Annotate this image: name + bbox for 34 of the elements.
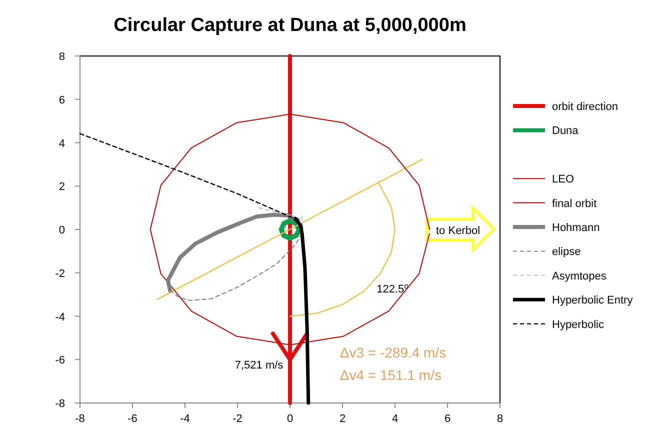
x-tick-label: -8: [75, 413, 85, 425]
legend-label: orbit direction: [552, 101, 618, 113]
chart-title: Circular Capture at Duna at 5,000,000m: [114, 15, 466, 36]
y-tick-label: -8: [55, 398, 65, 410]
x-tick-label: -2: [232, 413, 242, 425]
y-tick-label: 0: [58, 224, 65, 236]
y-tick-label: 6: [58, 94, 65, 106]
annotation: 122.5$^{o}$: [376, 280, 408, 296]
legend-label: LEO: [552, 174, 574, 186]
annotation: to Kerbol: [436, 225, 480, 237]
x-tick-label: 6: [444, 413, 451, 425]
x-tick-label: 8: [496, 413, 504, 425]
x-tick-label: 4: [392, 413, 398, 425]
legend-label: elipse: [552, 246, 581, 258]
x-tick-label: 2: [339, 413, 346, 425]
annotation: 7,521 m/s: [234, 359, 284, 372]
annotation: Δv4 = 151.1 m/s: [340, 367, 442, 384]
x-tick-label: 0: [286, 413, 294, 425]
annotation: Δv3 = -289.4 m/s: [340, 344, 446, 360]
line-series: [150, 114, 430, 346]
x-tick-label: -6: [128, 413, 138, 425]
y-tick-label: 8: [58, 51, 65, 63]
y-tick-label: -6: [55, 354, 65, 367]
legend-label: final orbit: [552, 198, 597, 210]
legend-label: Hyperbolic: [552, 318, 604, 331]
legend-label: Hyperbolic Entry: [552, 294, 634, 307]
x-tick-label: -4: [180, 413, 190, 425]
y-tick-label: -4: [55, 311, 65, 324]
y-tick-label: 2: [58, 181, 65, 194]
y-tick-label: -2: [55, 268, 65, 280]
y-tick-label: 4: [58, 138, 65, 150]
legend-label: Duna: [552, 125, 580, 138]
legend-label: Hohmann: [552, 222, 600, 234]
legend-label: Asymtopes: [552, 270, 607, 282]
